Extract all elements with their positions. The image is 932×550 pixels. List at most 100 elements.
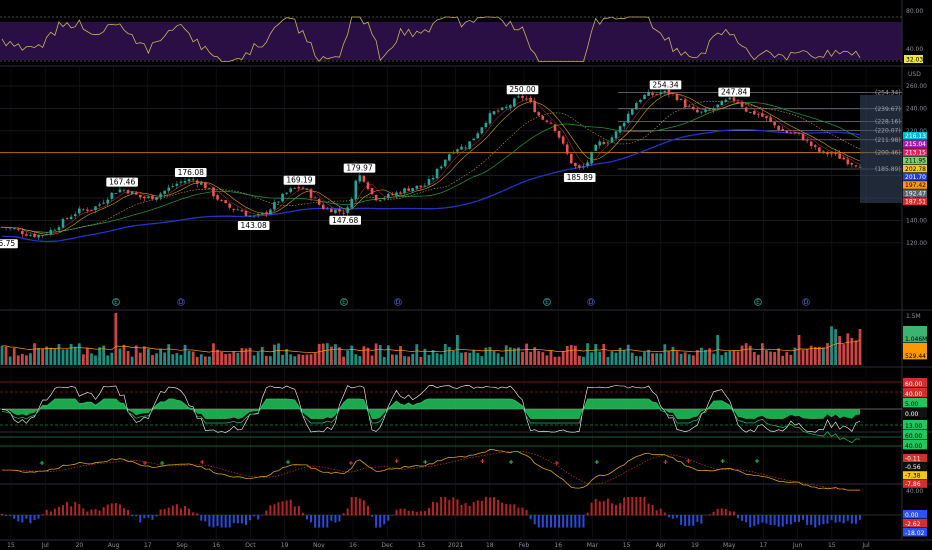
histogram-bar [118,504,121,516]
candle-body [529,97,532,102]
candle-body [61,218,65,228]
histogram-pane[interactable]: 40.00 0.00 -2.62 -18.02 [0,488,927,537]
histogram-bar [594,498,597,516]
time-axis-label: 17 [760,542,768,549]
peak-label: 147.68 [332,216,358,225]
macd-tag: -0.11 [905,455,921,462]
volume-bar [415,344,419,365]
histogram-bar [200,515,203,521]
histogram-bar [822,515,825,525]
price-tag: 197.42 [905,182,926,189]
oscillator-2-tag-bg [903,420,927,430]
time-axis-label: Apr [656,542,667,549]
event-marker-circle [754,298,762,306]
candle-body [439,166,443,169]
candle-body [805,140,809,142]
time-axis-label: 15 [623,542,631,549]
volume-bar [541,352,545,365]
histogram-bar [29,515,32,524]
volume-bar [342,356,345,365]
volume-pane[interactable]: 1.5M 1.046M 529.447K [0,313,932,365]
candle-body [346,207,349,214]
candle-body [618,126,622,133]
oscillator-2-pane[interactable]: 13.00 60.00 40.00 [0,420,927,450]
histogram-bar [716,508,719,516]
candle-body [232,208,236,210]
rsi-pane[interactable]: 80.00 40.00 32.03 [0,8,923,64]
volume-tag: 1.046M [905,336,927,343]
histogram-bar [61,505,64,516]
histogram-bar [484,497,487,516]
candle-body [610,137,614,143]
candle-body [179,181,183,183]
candle-body [578,165,581,168]
volume-bar [683,352,687,365]
histogram-bar [342,513,345,516]
volume-bar [81,354,85,365]
histogram-bar [521,507,524,516]
volume-bar [565,345,569,365]
candle-body [199,182,203,185]
volume-bar [517,347,520,365]
volume-bar [216,349,219,365]
macd-pane[interactable]: -0.11 -0.56 -7.38-7.86 [1,448,927,491]
histogram-bar [671,515,674,519]
oscillator-1-pane[interactable]: 60.00 40.00 5.00 0.00 [0,378,927,444]
candle-body [94,206,97,211]
time-axis-label: Mar [587,542,599,549]
candle-body [33,234,36,238]
candle-body [683,99,687,107]
rsi-line [1,16,861,62]
candle-body [435,168,439,179]
histogram-bar [277,502,280,516]
candle-body [736,101,740,103]
peak-label: 179.97 [346,164,372,173]
volume-bar [45,346,49,365]
volume-bar [358,355,362,365]
candle-body [265,212,268,214]
candle-body [484,123,488,128]
histogram-bar [545,515,548,528]
candle-body [525,98,528,100]
histogram-bar [289,499,292,516]
oscillator-2-tag: 40.00 [905,443,922,450]
rsi-tick-80: 80.00 [906,8,923,15]
volume-bar [500,356,504,365]
candle-body [415,185,419,189]
histogram-bar [793,515,796,523]
histogram-bar [257,515,260,520]
time-axis[interactable]: 15 Jul 20 Aug 17 Sep 16 Oct 19 Nov 16 Dec 15 2021 18 Fe… [7,542,870,549]
histogram-bar [830,515,833,521]
histogram-bar [265,510,268,516]
candle-body [273,202,276,210]
price-tag: 187.51 [905,199,926,206]
histogram-bar [635,497,638,516]
candle-body [748,112,752,113]
histogram-bar [379,515,382,528]
oscillator-1-tags: 60.00 40.00 5.00 0.00 [903,378,927,418]
volume-bar [573,345,577,365]
volume-bar [822,347,825,365]
candle-body [427,179,431,185]
histogram-bar [493,497,496,516]
volume-bar [537,351,541,365]
volume-bar [793,347,797,365]
macd-tag-bg [903,479,927,488]
histogram-bar [346,508,349,516]
histogram-bar [444,497,447,516]
candle-body [724,99,728,102]
volume-bar [20,353,24,365]
volume-bar [236,352,240,365]
histogram-bar [838,515,841,522]
histogram-bar [769,515,772,526]
price-pane[interactable]: 126.75 167.46 176.08 143.08 169.19 147.68 179.… [0,66,927,540]
macd-tag-bg [903,471,927,480]
histogram-bar [415,511,418,516]
candle-body [651,93,654,96]
histogram-bar [761,515,764,523]
candle-body [366,182,370,190]
histogram-bar [350,497,353,516]
volume-bar [716,335,720,365]
event-marker-circle [112,298,120,306]
